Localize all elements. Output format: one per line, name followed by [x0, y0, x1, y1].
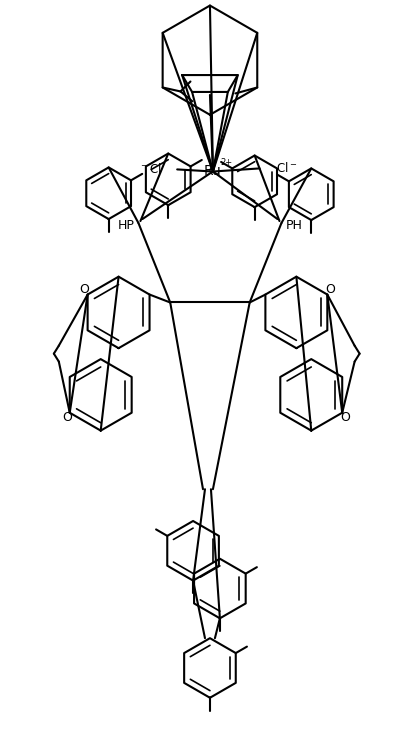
Text: PH: PH: [285, 218, 302, 232]
Text: O: O: [339, 411, 349, 424]
Text: HP: HP: [117, 218, 134, 232]
Text: O: O: [324, 283, 335, 296]
Text: Ru: Ru: [204, 165, 221, 178]
Text: Cl$^-$: Cl$^-$: [275, 162, 296, 176]
Text: O: O: [62, 411, 72, 424]
Text: $^-$Cl: $^-$Cl: [139, 162, 162, 177]
Text: O: O: [79, 283, 90, 296]
Text: 2+: 2+: [220, 159, 232, 168]
